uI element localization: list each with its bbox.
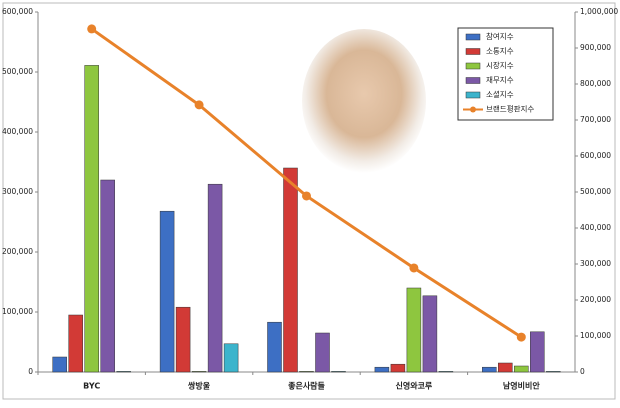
legend-label: 소셜지수 <box>486 90 514 99</box>
y2-tick-label: 700,000 <box>580 115 611 124</box>
bar <box>482 366 497 373</box>
bar <box>299 371 314 373</box>
bar <box>331 371 346 373</box>
y-tick-label: 600,000 <box>2 7 33 16</box>
y-tick-label: 400,000 <box>2 127 33 136</box>
bar <box>283 167 298 373</box>
legend-swatch <box>465 62 481 70</box>
y2-tick-label: 600,000 <box>580 151 611 160</box>
legend-swatch <box>465 48 481 55</box>
bar <box>422 295 438 373</box>
legend-label: 참여지수 <box>486 31 514 41</box>
bar <box>52 356 67 373</box>
legend-label: 시장지수 <box>486 60 514 70</box>
y2-tick-label: 300,000 <box>580 259 611 268</box>
line-marker <box>194 100 204 110</box>
y2-tick-label: 800,000 <box>580 79 611 88</box>
legend-swatch <box>465 77 481 84</box>
bar <box>84 65 99 373</box>
bar <box>191 371 207 373</box>
line-marker <box>516 332 526 342</box>
bar <box>514 365 529 373</box>
y-tick-label: 200,000 <box>2 247 33 256</box>
legend-label: 재무지수 <box>486 76 514 85</box>
legend-swatch <box>470 106 476 113</box>
y2-tick-label: 200,000 <box>580 295 611 304</box>
y2-tick-label: 100,000 <box>580 331 611 340</box>
legend-label: 소통지수 <box>486 47 514 56</box>
bar <box>315 332 330 373</box>
y-tick-label: 300,000 <box>2 187 33 196</box>
photo <box>302 29 426 173</box>
y2-tick-label: 0 <box>580 367 585 376</box>
bar <box>546 371 561 373</box>
legend-box <box>457 27 554 121</box>
bar <box>374 366 390 373</box>
bar <box>498 362 513 373</box>
legend-swatch <box>465 33 481 41</box>
bar <box>175 306 191 373</box>
x-tick-label: 좋은사람들 <box>288 381 325 391</box>
bar <box>390 363 406 373</box>
line-marker <box>302 191 311 201</box>
legend-swatch <box>465 91 481 99</box>
x-tick-label: 남영비비안 <box>503 381 540 391</box>
y-tick-label: 100,000 <box>2 307 33 316</box>
y2-tick-label: 400,000 <box>580 223 611 232</box>
bar <box>223 343 239 373</box>
y2-tick-label: 500,000 <box>580 187 611 196</box>
bar <box>116 371 131 373</box>
x-tick-label: BYC <box>83 382 100 391</box>
bar <box>207 183 223 373</box>
y-tick-label: 0 <box>28 367 33 376</box>
bar <box>267 321 282 373</box>
bar <box>68 314 83 373</box>
bar <box>100 179 115 373</box>
bar <box>530 331 545 373</box>
bar <box>438 371 454 373</box>
line-marker <box>87 24 97 34</box>
x-tick-label: 신영와코루 <box>395 381 432 391</box>
y-tick-label: 500,000 <box>2 67 33 76</box>
legend-label: 브랜드평판지수 <box>486 104 534 114</box>
x-tick-label: 쌍방울 <box>188 381 211 391</box>
line-marker <box>409 263 419 273</box>
y2-tick-label: 900,000 <box>580 43 611 52</box>
bar <box>159 210 175 373</box>
bar <box>406 287 422 373</box>
y2-tick-label: 1,000,000 <box>580 7 618 16</box>
